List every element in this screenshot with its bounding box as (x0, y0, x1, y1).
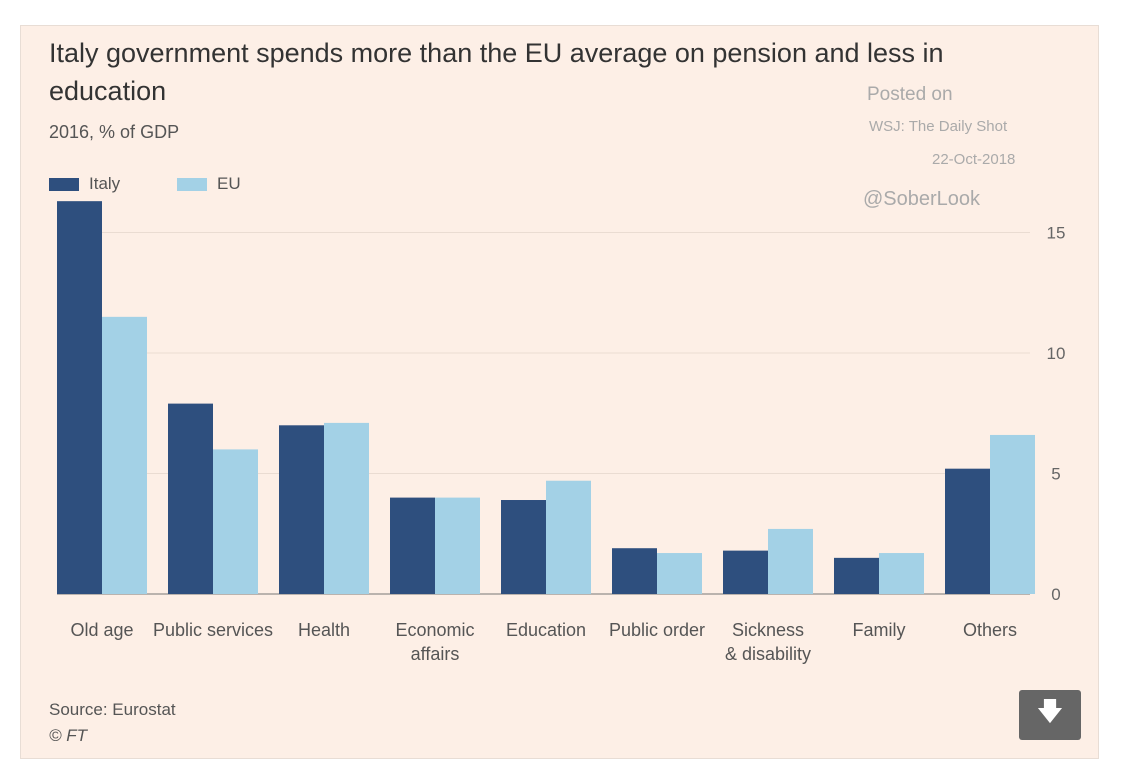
bar-eu (435, 497, 480, 594)
x-tick-label: & disability (725, 644, 811, 664)
x-tick-label: affairs (411, 644, 460, 664)
legend-label: Italy (89, 174, 121, 193)
legend-italy: Italy (49, 174, 120, 194)
chart-subtitle: 2016, % of GDP (49, 122, 180, 142)
legend-eu: EU (177, 174, 241, 194)
bar-italy (279, 425, 324, 594)
bar-italy (390, 497, 435, 594)
chart-card: Italy government spends more than the EU… (20, 25, 1099, 759)
bar-italy (57, 201, 102, 595)
watermark-date: 22-Oct-2018 (932, 151, 1016, 168)
legend-swatch (49, 177, 79, 191)
bar-eu (546, 480, 591, 594)
x-tick-label: Health (298, 620, 350, 640)
bar-eu (879, 553, 924, 594)
chart-title: Italy government spends more than the EU… (49, 38, 944, 106)
bar-eu (768, 528, 813, 594)
x-tick-label: Sickness (732, 620, 804, 640)
bar-eu (990, 434, 1035, 594)
y-tick-label: 15 (1047, 224, 1066, 243)
bar-italy (501, 500, 546, 594)
x-tick-label: Education (506, 620, 586, 640)
y-tick-label: 10 (1047, 344, 1066, 363)
legend-label: EU (217, 174, 241, 193)
x-tick-label: Economic (395, 620, 474, 640)
bar-eu (324, 422, 369, 594)
download-icon: 🡇 (1036, 696, 1064, 726)
x-tick-label: Others (963, 620, 1017, 640)
x-tick-label: Family (853, 620, 906, 640)
bar-italy (945, 468, 990, 594)
bar-eu (102, 316, 147, 594)
watermark-posted: Posted on (867, 84, 953, 105)
bar-eu (657, 553, 702, 594)
x-tick-label: Old age (70, 620, 133, 640)
watermark-handle: @SoberLook (863, 188, 981, 210)
download-button[interactable]: 🡇 (1019, 690, 1081, 740)
bar-italy (723, 550, 768, 594)
y-tick-label: 5 (1051, 465, 1060, 484)
watermark-source: WSJ: The Daily Shot (869, 118, 1008, 135)
bar-italy (834, 557, 879, 594)
x-tick-label: Public services (153, 620, 273, 640)
bar-italy (612, 548, 657, 594)
copyright: © FT (49, 726, 88, 745)
source-note: Source: Eurostat (49, 700, 176, 719)
legend-swatch (177, 177, 207, 191)
y-tick-label: 0 (1051, 585, 1060, 604)
bar-eu (213, 449, 258, 594)
bar-italy (168, 403, 213, 594)
x-tick-label: Public order (609, 620, 705, 640)
